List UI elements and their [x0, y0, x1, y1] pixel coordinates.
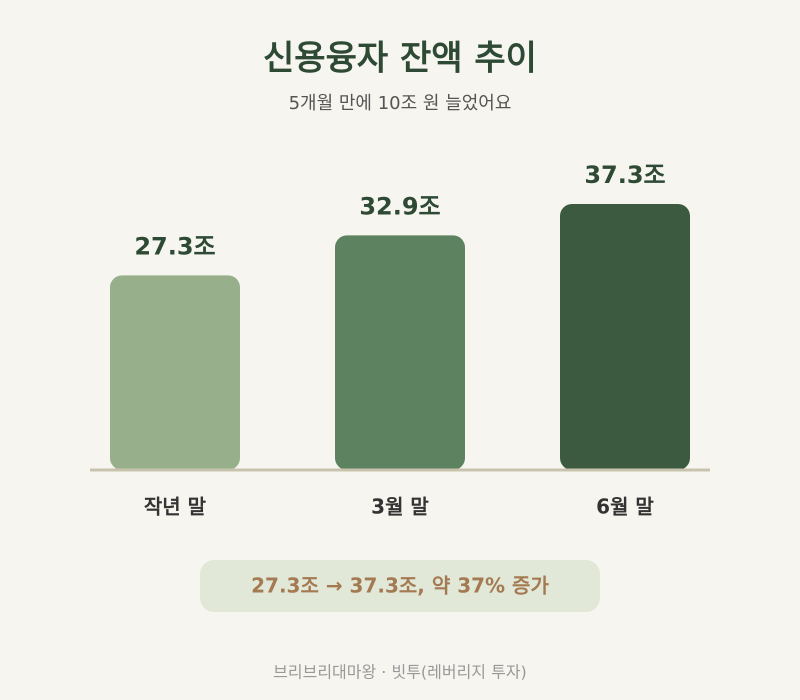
- value-label: 27.3조: [134, 232, 215, 260]
- bar: [560, 204, 690, 470]
- footer: 브리브리대마왕 · 빗투(레버리지 투자): [273, 663, 527, 682]
- x-tick-label: 3월 말: [371, 495, 429, 519]
- bar: [110, 275, 240, 470]
- value-label: 37.3조: [584, 161, 665, 189]
- chart-subtitle: 5개월 만에 10조 원 늘었어요: [289, 93, 512, 114]
- chart-title: 신용융자 잔액 추이: [263, 39, 537, 79]
- annotation-box: [200, 560, 600, 612]
- annotation: 27.3조 → 37.3조, 약 37% 증가: [251, 574, 549, 598]
- value-label: 32.9조: [359, 192, 440, 220]
- bar: [335, 235, 465, 470]
- x-tick-label: 작년 말: [144, 495, 207, 519]
- x-tick-label: 6월 말: [596, 495, 654, 519]
